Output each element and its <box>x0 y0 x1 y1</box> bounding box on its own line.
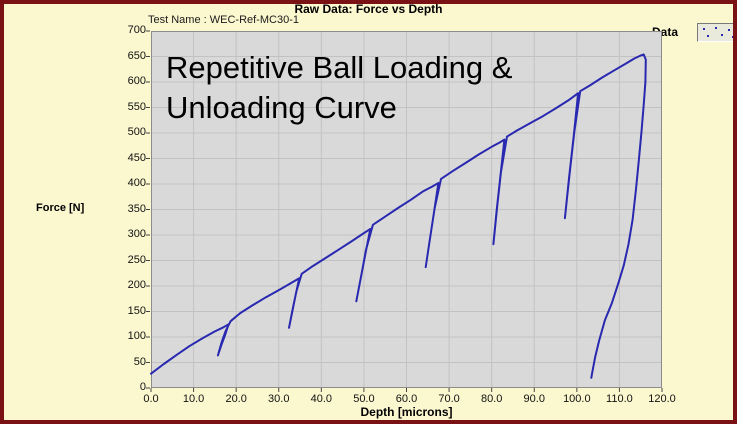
x-tick-label: 50.0 <box>353 393 375 405</box>
x-tick-label: 20.0 <box>225 393 247 405</box>
x-axis-label: Depth [microns] <box>360 405 453 419</box>
y-tick-label: 500 <box>127 126 146 138</box>
y-axis-label: Force [N] <box>36 202 85 214</box>
y-tick-label: 350 <box>127 202 146 215</box>
annotation-overlay: Repetitive Ball Loading & Unloading Curv… <box>166 48 512 128</box>
test-name-label: Test Name : WEC-Ref-MC30-1 <box>148 14 299 26</box>
legend-plot-style-box[interactable] <box>697 23 733 42</box>
y-tick-label: 700 <box>127 24 146 36</box>
x-tick-label: 120.0 <box>648 393 676 405</box>
data-series-curve <box>150 53 647 379</box>
y-tick-label: 400 <box>127 177 146 189</box>
force-depth-chart <box>146 30 663 392</box>
x-tick-label: 30.0 <box>268 393 290 405</box>
x-tick-label: 0.0 <box>143 393 159 405</box>
y-tick-label: 150 <box>127 304 146 317</box>
y-tick-label: 450 <box>127 151 146 164</box>
y-tick-label: 300 <box>127 228 146 240</box>
legend-marker-dot <box>728 29 730 31</box>
x-tick-label: 80.0 <box>480 393 503 405</box>
legend-marker-dot <box>732 36 733 38</box>
y-tick-label: 50 <box>133 355 146 368</box>
y-tick-label: 0 <box>139 381 146 393</box>
legend-marker-dot <box>715 27 717 29</box>
y-tick-label: 600 <box>127 75 146 87</box>
x-tick-label: 100.0 <box>563 393 591 405</box>
legend-marker-dot <box>703 28 705 30</box>
y-tick-label: 250 <box>127 253 146 266</box>
y-tick-label: 100 <box>127 330 146 342</box>
y-tick-label: 650 <box>127 49 146 62</box>
chart-title: Raw Data: Force vs Depth <box>294 2 443 16</box>
y-tick-label: 550 <box>127 100 146 113</box>
annotation-line1: Repetitive Ball Loading & <box>166 50 513 85</box>
legend-marker-dot <box>707 35 709 37</box>
x-tick-label: 110.0 <box>606 393 633 405</box>
y-tick-label: 200 <box>127 279 146 291</box>
plot-area <box>146 30 663 392</box>
x-tick-label: 90.0 <box>523 393 545 405</box>
legend-marker-dot <box>721 34 723 36</box>
annotation-line2: Unloading Curve <box>166 90 397 125</box>
window-top-edge <box>0 0 737 2</box>
x-tick-label: 10.0 <box>182 393 205 405</box>
x-tick-label: 70.0 <box>438 393 460 405</box>
x-tick-label: 40.0 <box>310 393 333 405</box>
x-tick-label: 60.0 <box>395 393 418 405</box>
